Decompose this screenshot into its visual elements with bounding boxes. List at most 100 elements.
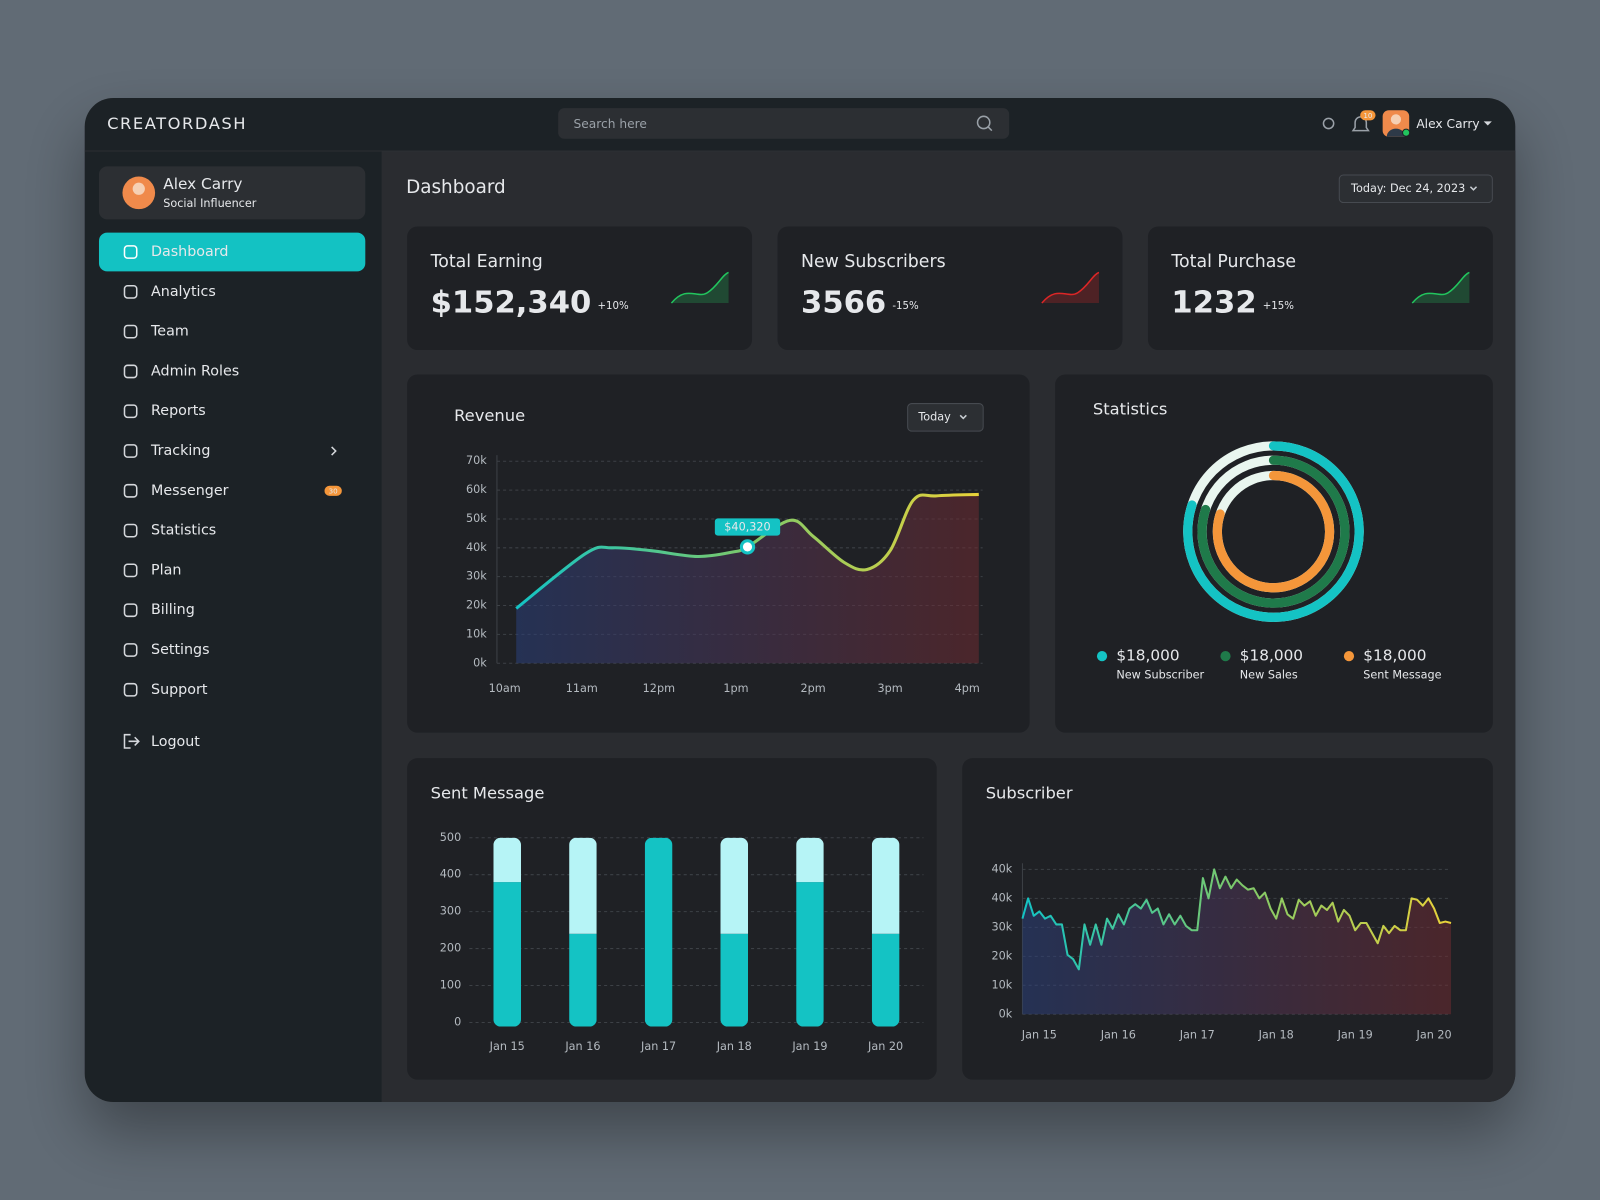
- sent-message-title: Sent Message: [431, 783, 545, 802]
- bar-segment: [720, 933, 749, 1027]
- logout-item[interactable]: Logout: [123, 733, 200, 750]
- nav-label[interactable]: Reports: [151, 403, 206, 419]
- line-area: [516, 494, 979, 664]
- nav-label[interactable]: Billing: [151, 602, 195, 618]
- nav-icon: [123, 643, 138, 657]
- legend-dot: [1096, 651, 1108, 662]
- avatar-face: [1390, 114, 1402, 125]
- kpi-sparkline: [1411, 271, 1470, 304]
- nav-item[interactable]: Dashboard: [98, 232, 366, 272]
- x-tick-label: Jan 16: [1100, 1029, 1136, 1042]
- nav-icon: [123, 324, 138, 339]
- y-tick-label: 20k: [991, 949, 1012, 962]
- nav-item[interactable]: Settings: [123, 642, 210, 658]
- x-tick-label: 12pm: [643, 682, 675, 695]
- logout-label[interactable]: Logout: [151, 734, 200, 750]
- nav-label[interactable]: Plan: [151, 562, 181, 578]
- user-menu-caret[interactable]: [1483, 121, 1492, 126]
- nav-label[interactable]: Team: [150, 324, 189, 340]
- nav-label[interactable]: Support: [151, 682, 208, 698]
- subscriber-title: Subscriber: [986, 783, 1073, 802]
- y-tick-label: 0k: [473, 656, 487, 669]
- notification-count: 10: [1363, 111, 1373, 120]
- nav-item[interactable]: Statistics: [123, 523, 216, 539]
- legend-value: $18,000: [1240, 647, 1303, 665]
- y-tick-label: 50k: [466, 512, 487, 525]
- bar-segment: [493, 837, 522, 883]
- logout-icon: [123, 733, 140, 749]
- bar-stack: [569, 837, 597, 1027]
- search-icon-handle: [987, 126, 993, 132]
- kpi-sparkline: [670, 271, 729, 304]
- kpi-sparkline: [1041, 271, 1100, 304]
- statistics-card: [1055, 374, 1493, 733]
- nav-item[interactable]: Support: [123, 682, 208, 698]
- x-tick-label: Jan 18: [716, 1040, 752, 1053]
- nav-item[interactable]: Reports: [123, 403, 206, 419]
- y-tick-label: 30k: [991, 920, 1012, 933]
- revenue-title: Revenue: [454, 406, 525, 425]
- x-tick-label: 4pm: [955, 682, 980, 695]
- x-tick-label: Jan 19: [1337, 1029, 1373, 1042]
- search-box[interactable]: [558, 108, 1010, 139]
- page-title: Dashboard: [406, 177, 506, 198]
- x-tick-label: Jan 18: [1258, 1029, 1294, 1042]
- nav-item[interactable]: Analytics: [123, 284, 216, 300]
- revenue-filter-chevron: [959, 414, 967, 420]
- bar-segment: [720, 837, 749, 934]
- nav-chevron: [331, 446, 337, 456]
- search-placeholder: Search here: [573, 117, 647, 131]
- nav-label[interactable]: Dashboard: [151, 244, 228, 260]
- profile-role: Social Influencer: [163, 197, 257, 210]
- date-picker[interactable]: [1338, 174, 1493, 204]
- bar-segment: [569, 933, 597, 1027]
- x-tick-label: Jan 16: [564, 1040, 600, 1053]
- bar-segment: [871, 837, 900, 934]
- nav-icon: [123, 404, 138, 419]
- profile-card[interactable]: [98, 166, 366, 220]
- profile-name: Alex Carry: [163, 175, 242, 193]
- theme-toggle[interactable]: [1322, 117, 1335, 130]
- x-tick-label: Jan 17: [1179, 1029, 1215, 1042]
- bar-stack: [493, 837, 522, 1027]
- nav-item[interactable]: Tracking: [123, 443, 337, 459]
- legend-name: Sent Message: [1363, 669, 1441, 682]
- revenue-filter[interactable]: [907, 403, 984, 432]
- nav-label[interactable]: Analytics: [151, 284, 216, 300]
- y-tick-label: 30k: [466, 570, 487, 583]
- nav-label[interactable]: Tracking: [150, 443, 210, 459]
- nav-label[interactable]: Admin Roles: [151, 363, 239, 379]
- legend-name: New Subscriber: [1116, 669, 1204, 682]
- nav-label[interactable]: Statistics: [151, 523, 216, 539]
- nav-icon: [123, 444, 138, 458]
- nav-item[interactable]: Plan: [123, 562, 181, 578]
- kpi-sparkline-area: [1041, 272, 1099, 304]
- x-tick-label: Jan 17: [640, 1040, 676, 1053]
- legend-dot: [1220, 651, 1231, 662]
- nav-item[interactable]: Messenger 30: [123, 483, 342, 499]
- nav-badge-count: 30: [329, 486, 339, 495]
- kpi-title: Total Earning: [430, 252, 543, 272]
- y-tick-label: 200: [440, 942, 461, 955]
- search-icon[interactable]: [976, 115, 991, 130]
- y-tick-label: 20k: [466, 599, 487, 612]
- y-tick-label: 70k: [466, 454, 487, 467]
- kpi-value: 3566: [801, 286, 886, 321]
- topbar-user-name[interactable]: Alex Carry: [1416, 117, 1479, 131]
- date-picker-chevron: [1469, 186, 1478, 191]
- nav-icon: [123, 483, 138, 498]
- nav-item[interactable]: Billing: [123, 602, 195, 618]
- ring-arc: [1197, 455, 1350, 608]
- ring-arc: [1183, 441, 1364, 622]
- nav-label[interactable]: Messenger: [151, 483, 229, 499]
- x-tick-label: 2pm: [800, 682, 825, 695]
- nav-item[interactable]: Admin Roles: [123, 363, 239, 379]
- bar-stack: [796, 837, 824, 1027]
- x-tick-label: Jan 20: [867, 1040, 903, 1053]
- nav-item[interactable]: Team: [123, 324, 189, 340]
- x-tick-label: 10am: [489, 682, 521, 695]
- nav-label[interactable]: Settings: [151, 642, 210, 658]
- nav-icon: [123, 284, 138, 299]
